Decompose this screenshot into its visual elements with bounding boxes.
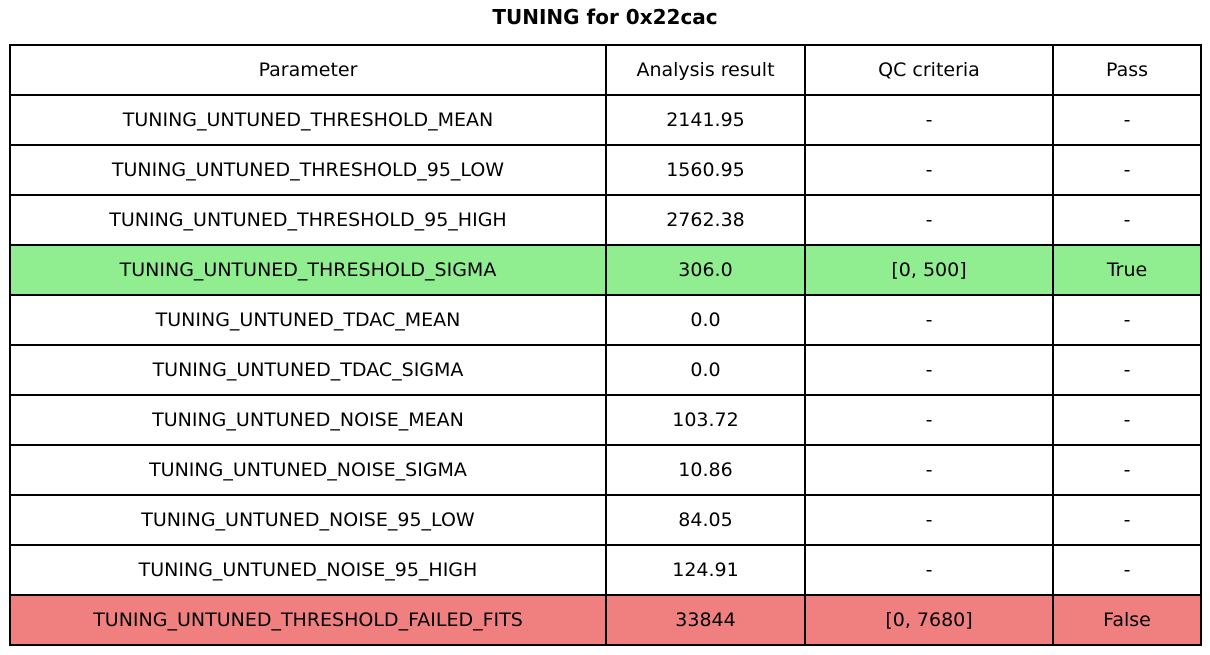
table-row: TUNING_UNTUNED_NOISE_SIGMA 10.86 - -	[9, 444, 1202, 496]
result-cell: 124.91	[605, 544, 806, 596]
result-cell: 33844	[605, 594, 806, 646]
param-cell: TUNING_UNTUNED_THRESHOLD_MEAN	[9, 94, 607, 146]
param-cell: TUNING_UNTUNED_NOISE_95_HIGH	[9, 544, 607, 596]
table-row: TUNING_UNTUNED_THRESHOLD_MEAN 2141.95 - …	[9, 94, 1202, 146]
param-cell: TUNING_UNTUNED_THRESHOLD_SIGMA	[9, 244, 607, 296]
header-cell-qc-criteria: QC criteria	[804, 44, 1054, 96]
header-cell-analysis-result: Analysis result	[605, 44, 806, 96]
qc-cell: -	[804, 294, 1054, 346]
result-cell: 0.0	[605, 294, 806, 346]
pass-cell: -	[1052, 94, 1202, 146]
param-cell: TUNING_UNTUNED_TDAC_MEAN	[9, 294, 607, 346]
result-cell: 103.72	[605, 394, 806, 446]
table-header-row: Parameter Analysis result QC criteria Pa…	[9, 44, 1202, 96]
qc-cell: -	[804, 344, 1054, 396]
qc-cell: -	[804, 444, 1054, 496]
result-cell: 2762.38	[605, 194, 806, 246]
qc-cell: -	[804, 144, 1054, 196]
header-cell-pass: Pass	[1052, 44, 1202, 96]
qc-cell: -	[804, 394, 1054, 446]
table-row: TUNING_UNTUNED_NOISE_MEAN 103.72 - -	[9, 394, 1202, 446]
pass-cell: -	[1052, 544, 1202, 596]
table-row: TUNING_UNTUNED_NOISE_95_HIGH 124.91 - -	[9, 544, 1202, 596]
qc-cell: [0, 7680]	[804, 594, 1054, 646]
result-cell: 306.0	[605, 244, 806, 296]
result-cell: 1560.95	[605, 144, 806, 196]
pass-cell: -	[1052, 494, 1202, 546]
pass-cell: -	[1052, 194, 1202, 246]
qc-cell: [0, 500]	[804, 244, 1054, 296]
table-row-pass: TUNING_UNTUNED_THRESHOLD_SIGMA 306.0 [0,…	[9, 244, 1202, 296]
result-cell: 0.0	[605, 344, 806, 396]
table-row-fail: TUNING_UNTUNED_THRESHOLD_FAILED_FITS 338…	[9, 594, 1202, 646]
result-cell: 84.05	[605, 494, 806, 546]
param-cell: TUNING_UNTUNED_THRESHOLD_FAILED_FITS	[9, 594, 607, 646]
qc-cell: -	[804, 494, 1054, 546]
pass-cell: -	[1052, 144, 1202, 196]
qc-cell: -	[804, 94, 1054, 146]
result-cell: 2141.95	[605, 94, 806, 146]
table-row: TUNING_UNTUNED_THRESHOLD_95_HIGH 2762.38…	[9, 194, 1202, 246]
param-cell: TUNING_UNTUNED_NOISE_MEAN	[9, 394, 607, 446]
header-cell-parameter: Parameter	[9, 44, 607, 96]
table-row: TUNING_UNTUNED_TDAC_MEAN 0.0 - -	[9, 294, 1202, 346]
qc-results-table: Parameter Analysis result QC criteria Pa…	[9, 44, 1202, 646]
pass-cell: -	[1052, 294, 1202, 346]
pass-cell: -	[1052, 394, 1202, 446]
param-cell: TUNING_UNTUNED_THRESHOLD_95_HIGH	[9, 194, 607, 246]
param-cell: TUNING_UNTUNED_TDAC_SIGMA	[9, 344, 607, 396]
page-title: TUNING for 0x22cac	[492, 5, 718, 29]
pass-cell: True	[1052, 244, 1202, 296]
table-row: TUNING_UNTUNED_TDAC_SIGMA 0.0 - -	[9, 344, 1202, 396]
qc-cell: -	[804, 194, 1054, 246]
pass-cell: -	[1052, 444, 1202, 496]
param-cell: TUNING_UNTUNED_NOISE_95_LOW	[9, 494, 607, 546]
result-cell: 10.86	[605, 444, 806, 496]
param-cell: TUNING_UNTUNED_THRESHOLD_95_LOW	[9, 144, 607, 196]
table-row: TUNING_UNTUNED_THRESHOLD_95_LOW 1560.95 …	[9, 144, 1202, 196]
pass-cell: False	[1052, 594, 1202, 646]
qc-cell: -	[804, 544, 1054, 596]
table-row: TUNING_UNTUNED_NOISE_95_LOW 84.05 - -	[9, 494, 1202, 546]
param-cell: TUNING_UNTUNED_NOISE_SIGMA	[9, 444, 607, 496]
pass-cell: -	[1052, 344, 1202, 396]
